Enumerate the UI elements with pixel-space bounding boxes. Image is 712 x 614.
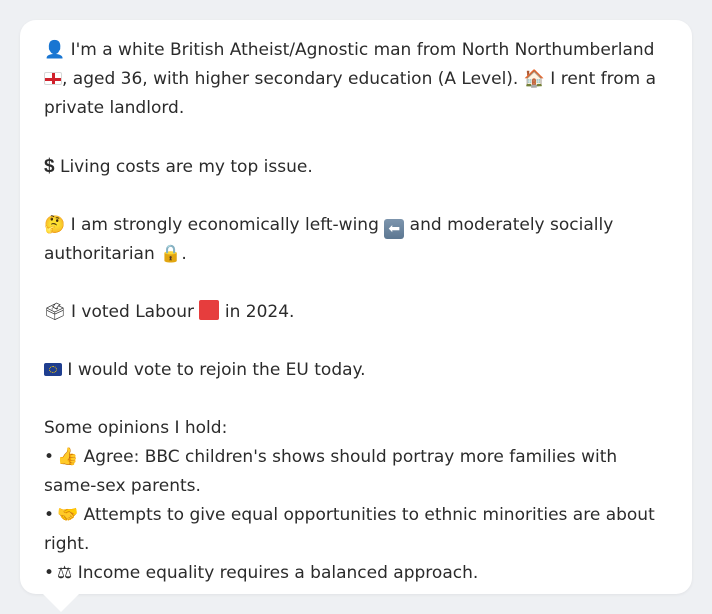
- england-flag-icon: [44, 72, 62, 85]
- top-issue-text: Living costs are my top issue.: [59, 157, 313, 177]
- handshake-icon: 🤝: [57, 505, 79, 525]
- lock-icon: 🔒: [160, 244, 182, 264]
- bullet: •: [44, 563, 55, 583]
- identity-text: I'm a white British Atheist/Agnostic man…: [70, 40, 655, 60]
- balance-scale-icon: ⚖: [57, 563, 73, 583]
- opinion-item: • 👍 Agree: BBC children's shows should po…: [44, 443, 668, 501]
- identity-paragraph: 👤 I'm a white British Atheist/Agnostic m…: [44, 36, 668, 123]
- red-square-icon: [199, 300, 220, 320]
- person-silhouette-icon: 👤: [44, 40, 66, 60]
- house-icon: 🏠: [523, 69, 545, 89]
- vote-paragraph: 🗳 I voted Labour in 2024.: [44, 298, 668, 327]
- eu-paragraph: I would vote to rejoin the EU today.: [44, 356, 668, 385]
- vote-year-text: in 2024.: [219, 302, 295, 322]
- thumbs-up-icon: 👍: [57, 447, 79, 467]
- dollar-sign-icon: $: [44, 156, 55, 177]
- bubble-tail: [42, 593, 80, 612]
- ballot-box-icon: 🗳: [44, 302, 66, 322]
- bullet: •: [44, 505, 55, 525]
- left-arrow-icon: ⬅: [384, 219, 405, 239]
- opinion-item: • ⚖ Income equality requires a balanced a…: [44, 559, 668, 588]
- profile-message-bubble: 👤 I'm a white British Atheist/Agnostic m…: [20, 20, 692, 594]
- opinion-text: Income equality requires a balanced appr…: [77, 563, 479, 583]
- top-issue-paragraph: $ Living costs are my top issue.: [44, 152, 668, 182]
- position-period: .: [181, 244, 187, 264]
- political-position-paragraph: 🤔 I am strongly economically left-wing ⬅…: [44, 211, 668, 269]
- thinking-face-icon: 🤔: [44, 215, 66, 235]
- social-position-text: and moderately socially authoritarian: [44, 215, 614, 264]
- opinion-text: Attempts to give equal opportunities to …: [44, 505, 655, 554]
- opinions-heading: Some opinions I hold:: [44, 418, 228, 438]
- opinion-text: Agree: BBC children's shows should portr…: [44, 447, 618, 496]
- identity-age-text: , aged 36, with higher secondary educati…: [62, 69, 519, 89]
- eu-text: I would vote to rejoin the EU today.: [67, 360, 366, 380]
- housing-text: I rent from a private landlord.: [44, 69, 657, 118]
- bullet: •: [44, 447, 55, 467]
- opinion-item: • 🤝 Attempts to give equal opportunities …: [44, 501, 668, 559]
- vote-text: I voted Labour: [71, 302, 195, 322]
- eu-flag-icon: [44, 363, 62, 376]
- economic-position-text: I am strongly economically left-wing: [70, 215, 379, 235]
